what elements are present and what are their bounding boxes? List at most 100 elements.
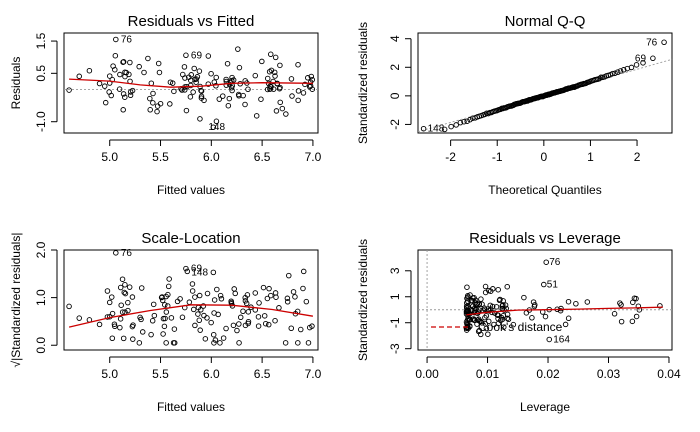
panel-1-point [267,86,274,92]
panel-1-point [283,111,289,117]
panel-3-point [166,276,172,282]
panel-3-point [106,299,113,306]
panel-3-point [303,298,310,305]
panel-3-point [108,294,115,300]
panel-1-point [213,118,220,125]
panel-3-point [255,314,262,320]
panel-3-point [231,286,237,292]
panel-3-point [204,290,211,297]
panel-3-point [211,340,217,346]
panel-2-x-label: Theoretical Quantiles [488,183,601,197]
panel-3-point [189,281,196,287]
panel-1-point [307,79,314,85]
panel-2-point [461,118,467,125]
panel-1-point-label: 76 [121,34,133,45]
panel-4-point [472,299,478,306]
panel-4-point [486,318,492,325]
panel-2-x-tick-label: -2 [445,150,456,164]
panel-3-point [211,310,217,316]
panel-4-frame [417,249,673,351]
panel-1-point [288,76,295,82]
panel-1-point [117,71,123,78]
panel-3-point-label: 76 [121,248,133,259]
panel-3-point [129,294,136,300]
panel-1-point [252,72,259,79]
panel-1-point [102,99,109,106]
panel-3-point [139,329,146,335]
panel-2-frame [417,32,673,134]
panel-1-point [129,87,136,94]
panel-4-point [558,305,564,312]
panel-3-point [240,308,246,314]
panel-3-point [151,312,158,319]
panel-2-point [448,123,454,130]
panel-1-point [295,61,301,68]
panel-3-point [245,318,252,325]
panel-3-point [129,323,136,330]
panel-3-x-tick-label: 6.5 [254,367,271,381]
panel-1-point [264,75,271,82]
panel-3-point [195,311,201,317]
panel-4-point [495,286,501,293]
panel-1-point-label: 148 [208,122,225,133]
panel-3-point [66,303,72,310]
panel-1-point [253,113,260,119]
panel-4-point [501,324,507,330]
panel-1-point [171,88,177,95]
panel-3-point [210,331,217,338]
panel-2-point [628,64,635,71]
panel-1-point [167,101,173,107]
panel-4-point [565,315,572,322]
panel-4-point [541,281,547,288]
panel-3-point [266,321,272,328]
panel-3-y-tick-label: 0.0 [34,337,48,354]
panel-3-point [119,276,126,282]
panel-1-point [194,74,201,80]
panel-3-point [232,290,238,297]
panel-1-point [229,87,235,94]
panel-2-point [650,55,656,62]
panel-1-point [197,116,203,122]
panel-1-point [120,91,127,97]
panel-1-point [76,73,82,80]
panel-1-point [183,52,189,59]
panel-3-point [286,272,292,279]
panel-1-point [145,55,151,62]
panel-1-point [216,96,223,102]
panel-1-x-tick-label: 5.5 [152,150,169,164]
panel-4-x-tick-label: 0.03 [597,367,621,381]
panel-1-y-tick-label: 0.5 [34,65,48,82]
panel-1-point [213,82,219,89]
panel-4-point [546,336,552,343]
panel-1-point [198,95,205,101]
panel-1-point [154,108,160,115]
panel-2-point [617,68,624,74]
panel-2-x-tick-label: -1 [492,150,503,164]
panel-2-point-label: 69 [635,53,647,64]
panel-3-point-label: 148 [191,267,208,278]
panel-4-point [476,327,483,334]
panel-4-point [565,298,572,305]
panel-3-point [298,326,304,333]
panel-1-point [258,96,264,102]
panel-1-point [179,87,185,93]
panel-3-point [218,295,225,302]
panel-3-point [189,288,196,294]
panel-3-point [122,282,128,288]
panel-3-point [236,321,242,327]
panel-3-point [260,284,267,291]
panel-1-point [267,51,274,58]
panel-4-point [482,283,489,290]
panel-1-point-label: 69 [191,50,203,61]
panel-1-point [116,86,123,92]
panel-1-point [198,88,205,94]
panel-3-title: Scale-Location [141,230,240,247]
panel-3-point [112,323,118,330]
panel-1-point [305,75,311,81]
panel-1-point [96,80,103,87]
panel-3-point [295,340,301,346]
panel-3-point [204,315,210,321]
panel-3-point [165,291,171,298]
panel-4-point [497,296,503,303]
